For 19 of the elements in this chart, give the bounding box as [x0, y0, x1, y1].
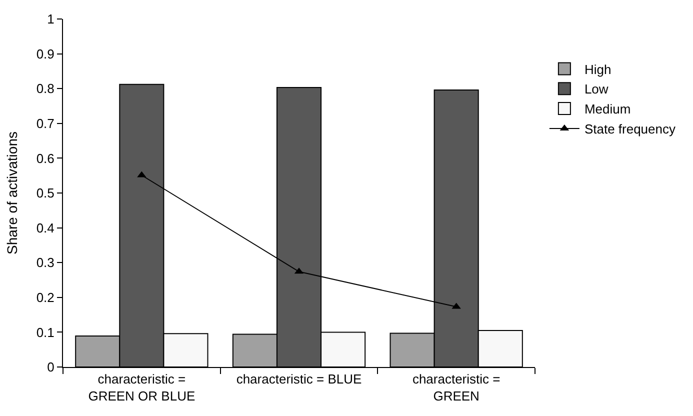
legend-label: High	[584, 62, 612, 77]
y-axis-title: Share of activations	[4, 132, 20, 254]
x-tick-label: characteristic = GREEN	[412, 372, 500, 404]
y-tick-label: 0.8	[36, 81, 54, 96]
y-tick-label: 0.4	[36, 220, 54, 236]
y-tick-label: 0.6	[36, 150, 54, 166]
legend-label: Medium	[584, 102, 631, 117]
x-tick-label: characteristic = BLUE	[236, 372, 362, 387]
y-tick-label: 0.2	[36, 290, 54, 305]
y-tick-label: 0.7	[36, 116, 54, 131]
y-tick-label: 0.3	[36, 255, 54, 270]
legend-label: Low	[584, 82, 609, 97]
y-tick-label: 0	[47, 360, 54, 375]
y-tick-label: 0.9	[36, 46, 54, 62]
y-tick-label: 0.5	[36, 186, 54, 201]
legend-label: State frequency	[584, 122, 676, 137]
x-tick-label: characteristic = GREEN OR BLUE	[88, 372, 196, 404]
y-tick-label: 1	[47, 12, 54, 27]
y-tick-label: 0.1	[36, 324, 54, 340]
